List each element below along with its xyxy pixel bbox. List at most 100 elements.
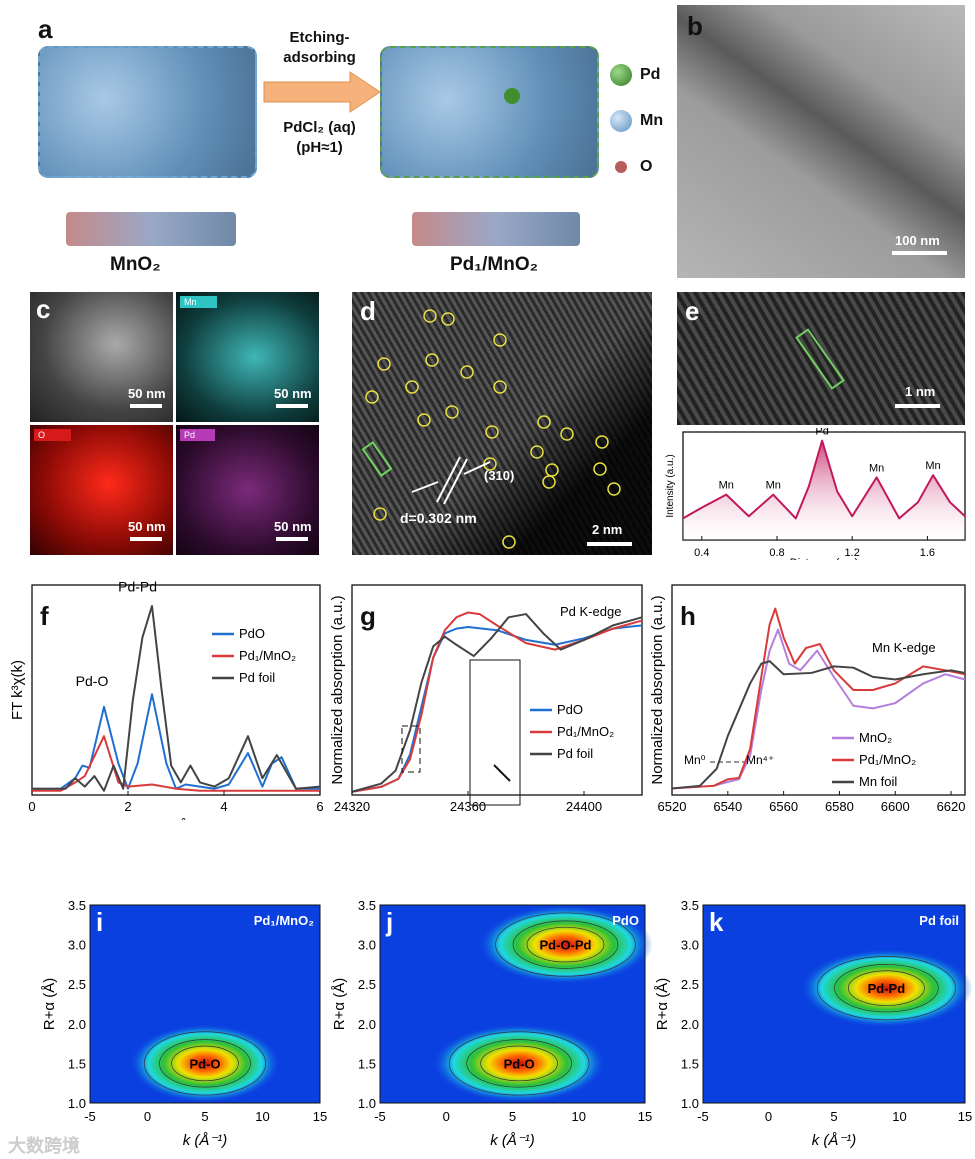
scale-bar-label: 100 nm (895, 233, 940, 248)
atom-marker (560, 427, 574, 441)
y-tick-label: 2.0 (681, 1017, 699, 1032)
x-tick-label: 0 (144, 1109, 151, 1124)
contour-line (848, 970, 925, 1006)
x-tick-label: 24360 (450, 799, 486, 814)
x-tick-label: 10 (892, 1109, 906, 1124)
contour-line (466, 1039, 572, 1088)
y-axis-label: FT k³χ(k) (9, 660, 26, 720)
y-axis-label: Normalized absorption (a.u.) (329, 595, 346, 784)
contour-line (526, 926, 605, 963)
panel-label-d: d (360, 296, 376, 326)
legend-mn: Mn (610, 98, 663, 144)
panel-label-e: e (685, 296, 700, 326)
plot-frame (89, 904, 321, 1104)
pd-mno2-crystal-box (380, 46, 599, 178)
pd-atom-icon (610, 64, 632, 86)
legend-label: Pd foil (557, 746, 593, 761)
atom-marker (377, 357, 391, 371)
plot-frame (31, 584, 321, 796)
contour-line (171, 1045, 239, 1082)
y-tick-label: 2.5 (68, 977, 86, 992)
panel-label: i (96, 907, 103, 937)
y-tick-label: 3.5 (358, 898, 376, 913)
plot-frame (671, 584, 966, 796)
legend-o-label: O (640, 158, 653, 175)
legend-pd: Pd (610, 52, 663, 98)
atom-marker (607, 482, 621, 496)
x-axis-label: k (Å⁻¹) (812, 1132, 857, 1149)
y-tick-label: 1.5 (681, 1056, 699, 1071)
contour-line (512, 920, 619, 969)
atom-marker (493, 380, 507, 394)
series-fill (683, 440, 965, 540)
wavelet-chart-pd-foil: Pd-Pd k Pd foil -5 0 5 10 15 1.0 1.5 2.0 2.5 3.0 3.5 k… (654, 898, 973, 1149)
scale-bar-label: 2 nm (592, 522, 623, 537)
lattice-line (436, 456, 461, 503)
y-tick-label: 3.0 (681, 938, 699, 953)
mn-map: Mn 50 nm (176, 292, 319, 422)
legend-label: Pd foil (239, 670, 275, 685)
x-tick-label: 1.6 (920, 547, 935, 559)
y-tick-label: 1.0 (358, 1096, 376, 1111)
atom-marker (545, 463, 559, 477)
wavelet-chart-pdo: Pd-O Pd-O-Pd j PdO -5 0 5 10 15 1.0 1.5 2.0 2.5 3.0 3.… (331, 898, 652, 1149)
x-axis-label: k (Å⁻¹) (490, 1132, 535, 1149)
x-tick-label: 0.4 (694, 547, 709, 559)
scale-bar (276, 404, 308, 408)
x-tick-label: -5 (374, 1109, 386, 1124)
series-line-1 (671, 607, 966, 790)
x-tick-label: 0.8 (769, 547, 784, 559)
arrow-icon (463, 461, 491, 475)
intensity-profile-chart: 0.4 0.8 1.2 1.6 Distance (nm) Intensity (a.u.… (665, 428, 966, 560)
arrow-label-bottom-2: (pH≈1) (296, 139, 343, 156)
contour-line (143, 1031, 267, 1096)
scale-bar-label: 50 nm (274, 386, 312, 401)
mn-atom-icon (610, 110, 632, 132)
x-tick-label: 4 (220, 799, 227, 814)
scale-bar (895, 404, 940, 408)
scale-bar (892, 251, 947, 255)
lattice-line (443, 458, 468, 505)
x-tick-label: 6620 (937, 799, 966, 814)
x-tick-label: 6 (316, 799, 323, 814)
atom-marker (441, 312, 455, 326)
mn4-label: Mn⁴⁺ (746, 753, 774, 767)
atom-marker (445, 405, 459, 419)
series-line-1 (351, 611, 643, 793)
atom-marker (460, 365, 474, 379)
y-axis-label: R+α (Å) (41, 978, 58, 1030)
arrow-label-top-2: adsorbing (283, 49, 356, 66)
x-axis-label: Energy (eV) (778, 818, 858, 820)
line-profile-box (795, 328, 845, 390)
peak-label: Mn (719, 480, 734, 492)
haadf-image: c 50 nm (30, 292, 173, 422)
atom-marker (373, 507, 387, 521)
o-tag: O (34, 429, 72, 441)
legend-o: O (610, 144, 663, 190)
zoom-region (401, 725, 421, 773)
pd-map: Pd 50 nm (176, 425, 319, 555)
atom-legend: Pd Mn O (610, 52, 663, 190)
y-tick-label: 3.0 (68, 938, 86, 953)
legend-mn-label: Mn (640, 112, 664, 129)
y-axis-label: R+α (Å) (331, 978, 348, 1030)
x-tick-label: 0 (765, 1109, 772, 1124)
x-tick-label: -5 (697, 1109, 709, 1124)
atom-marker (423, 309, 437, 323)
x-tick-label: 15 (313, 1109, 327, 1124)
intensity-peak (431, 1023, 607, 1103)
arrow-icon (411, 481, 439, 493)
x-tick-label: 2 (124, 799, 131, 814)
x-tick-label: 6600 (881, 799, 910, 814)
peak-label: Pd-Pd (118, 580, 157, 594)
atom-marker (502, 535, 516, 549)
pd-xanes-chart: 24320 24360 24400 Energy (eV) Normalized abs… (329, 584, 643, 820)
plot-frame (379, 904, 646, 1104)
x-tick-label: 0 (443, 1109, 450, 1124)
x-tick-label: 6540 (713, 799, 742, 814)
contour-line (834, 964, 939, 1013)
plot-frame (351, 584, 643, 796)
legend-label: PdO (557, 702, 583, 717)
x-axis-label: Distance (nm) (790, 557, 858, 560)
